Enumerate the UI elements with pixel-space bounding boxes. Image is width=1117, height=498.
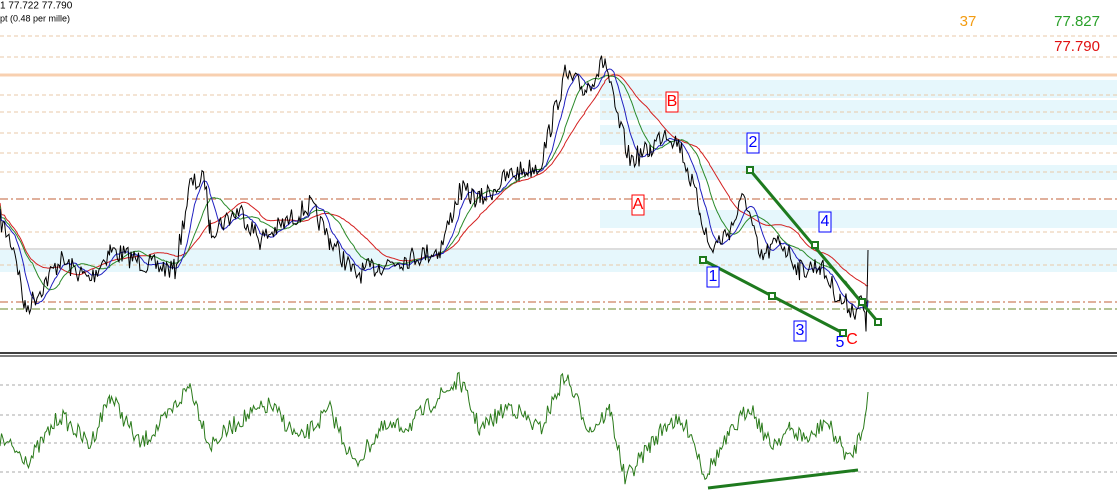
- oscillator-panel: [0, 371, 1117, 485]
- wave-labels: A B 1 2 3 4 5 C: [631, 91, 858, 351]
- count-label: 37: [960, 13, 977, 30]
- markers: [699, 166, 882, 337]
- price-panel: [0, 55, 869, 332]
- wave-box: [706, 266, 720, 288]
- wave-label: 4: [821, 213, 830, 230]
- zone: [0, 250, 1117, 272]
- wave-marker: [874, 318, 882, 326]
- wave-box: [818, 211, 832, 233]
- wave-marker: [858, 298, 866, 306]
- header-line: 1 77.722 77.790: [0, 1, 73, 12]
- wave-marker: [839, 329, 847, 337]
- zone: [600, 100, 1117, 120]
- wave-marker: [768, 292, 776, 300]
- wave-label: B: [667, 93, 678, 110]
- wave-box: [793, 320, 807, 342]
- zones: [0, 80, 1117, 272]
- divergence-line: [707, 468, 859, 490]
- oscillator-line: [0, 371, 869, 485]
- wave-marker: [699, 256, 707, 264]
- wave-label: 3: [796, 322, 805, 339]
- wave-label: 1: [709, 268, 718, 285]
- ask-price: 77.827: [1054, 13, 1100, 30]
- levels: [0, 35, 1117, 310]
- zone: [600, 125, 1117, 145]
- wave-box: [665, 91, 679, 113]
- zone: [600, 80, 1117, 98]
- header-line: pt (0.48 per mille): [0, 13, 70, 23]
- wave-marker: [746, 166, 754, 174]
- wave-label: 5: [836, 334, 845, 351]
- zone: [600, 210, 1117, 228]
- wave-label: 2: [749, 134, 758, 151]
- wave-label: A: [633, 196, 644, 213]
- wave-box: [746, 132, 760, 154]
- price-line: [0, 55, 869, 332]
- zone: [600, 165, 1117, 180]
- wave-label: C: [846, 331, 858, 348]
- bid-price: 77.790: [1054, 38, 1100, 55]
- wave-marker: [811, 241, 819, 249]
- wave-box: [631, 194, 645, 216]
